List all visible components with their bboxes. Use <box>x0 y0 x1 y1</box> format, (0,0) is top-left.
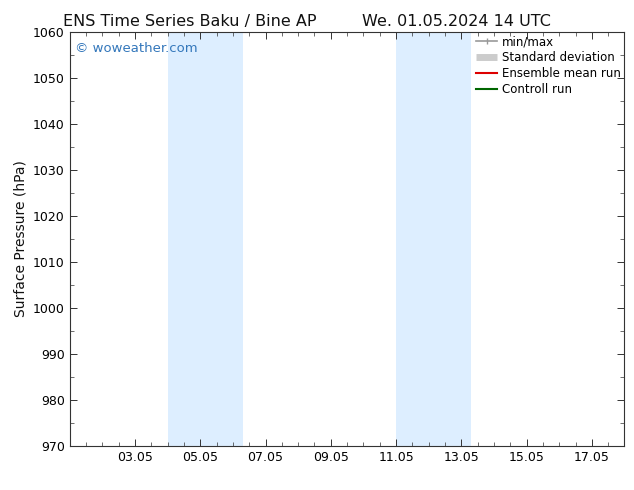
Legend: min/max, Standard deviation, Ensemble mean run, Controll run: min/max, Standard deviation, Ensemble me… <box>476 35 621 96</box>
Text: We. 01.05.2024 14 UTC: We. 01.05.2024 14 UTC <box>362 14 551 29</box>
Text: ENS Time Series Baku / Bine AP: ENS Time Series Baku / Bine AP <box>63 14 317 29</box>
Bar <box>167 32 243 446</box>
Bar <box>396 32 471 446</box>
Y-axis label: Surface Pressure (hPa): Surface Pressure (hPa) <box>13 160 27 318</box>
Text: © woweather.com: © woweather.com <box>75 42 198 55</box>
